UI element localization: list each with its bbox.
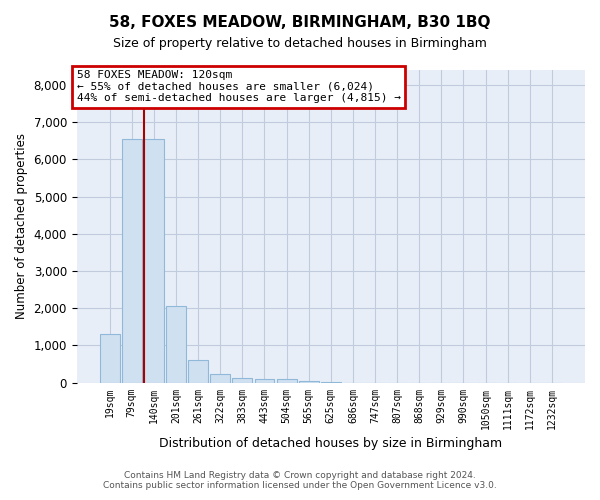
Bar [211, 374, 230, 382]
Bar [166, 306, 186, 382]
Bar [122, 139, 142, 382]
Bar [100, 334, 119, 382]
Text: Contains HM Land Registry data © Crown copyright and database right 2024.
Contai: Contains HM Land Registry data © Crown c… [103, 470, 497, 490]
Bar [277, 380, 296, 382]
X-axis label: Distribution of detached houses by size in Birmingham: Distribution of detached houses by size … [159, 437, 502, 450]
Bar [299, 381, 319, 382]
Text: Size of property relative to detached houses in Birmingham: Size of property relative to detached ho… [113, 38, 487, 51]
Text: 58, FOXES MEADOW, BIRMINGHAM, B30 1BQ: 58, FOXES MEADOW, BIRMINGHAM, B30 1BQ [109, 15, 491, 30]
Bar [188, 360, 208, 382]
Y-axis label: Number of detached properties: Number of detached properties [15, 134, 28, 320]
Bar [232, 378, 253, 382]
Bar [144, 139, 164, 382]
Bar [254, 379, 274, 382]
Text: 58 FOXES MEADOW: 120sqm
← 55% of detached houses are smaller (6,024)
44% of semi: 58 FOXES MEADOW: 120sqm ← 55% of detache… [77, 70, 401, 103]
